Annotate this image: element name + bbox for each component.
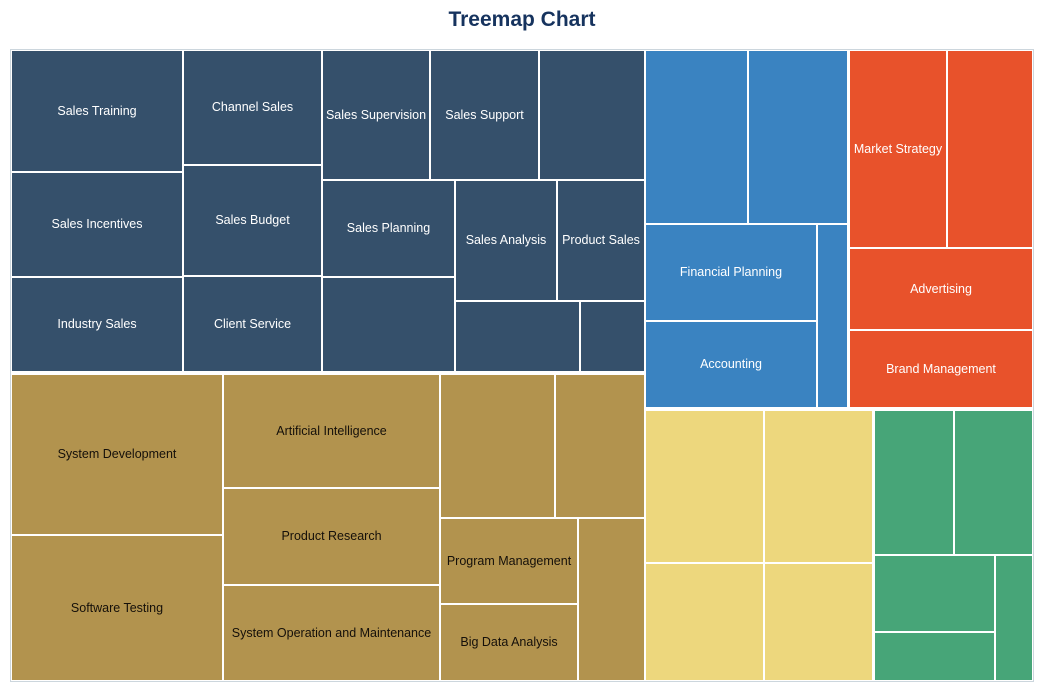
treemap-cell-finance[interactable] [817, 224, 848, 408]
treemap-cell-accounting[interactable]: Accounting [645, 321, 817, 408]
treemap-cell-software-testing[interactable]: Software Testing [11, 535, 223, 681]
treemap-cell-development[interactable] [555, 374, 645, 518]
treemap-cell-label: Big Data Analysis [460, 635, 558, 650]
treemap-cell-yellow-group[interactable] [645, 563, 764, 681]
treemap-cell-market-strategy[interactable]: Market Strategy [849, 50, 947, 248]
treemap-cell-sales[interactable] [455, 301, 580, 372]
treemap-cell-label: Financial Planning [679, 265, 783, 280]
treemap-cell-brand-management[interactable]: Brand Management [849, 330, 1033, 408]
treemap-cell-artificial-intelligence[interactable]: Artificial Intelligence [223, 374, 440, 488]
treemap-cell-label: Channel Sales [211, 100, 294, 115]
treemap-cell-development[interactable] [578, 518, 645, 681]
treemap-cell-financial-planning[interactable]: Financial Planning [645, 224, 817, 321]
treemap-cell-green-group[interactable] [995, 555, 1033, 681]
treemap-cell-label: Sales Budget [215, 213, 290, 228]
treemap-cell-label: Product Research [281, 529, 382, 544]
treemap-cell-label: Sales Training [57, 103, 137, 118]
treemap-cell-sales[interactable] [539, 50, 645, 180]
treemap-cell-label: Advertising [910, 281, 972, 296]
treemap-cell-green-group[interactable] [874, 555, 995, 632]
treemap-plot: Sales Training Channel Sales Sales Supervi… [10, 49, 1034, 682]
treemap-cell-system-operation-and-maintenance[interactable]: System Operation and Maintenance [223, 585, 440, 681]
treemap-cell-sales[interactable] [580, 301, 645, 372]
treemap-cell-label: Program Management [446, 553, 572, 568]
treemap-cell-label: System Development [57, 447, 177, 462]
treemap-cell-yellow-group[interactable] [764, 410, 873, 563]
treemap-cell-label: Sales Incentives [51, 217, 143, 232]
treemap-cell-sales-support[interactable]: Sales Support [430, 50, 539, 180]
treemap-cell-sales-analysis[interactable]: Sales Analysis [455, 180, 557, 301]
treemap-cell-label: Sales Planning [346, 221, 431, 236]
treemap-cell-label: Accounting [700, 357, 762, 372]
chart-title: Treemap Chart [448, 8, 596, 31]
treemap-cell-finance[interactable] [748, 50, 848, 224]
treemap-cell-sales-training[interactable]: Sales Training [11, 50, 183, 172]
treemap-cell-sales[interactable] [322, 277, 455, 372]
treemap-cell-system-development[interactable]: System Development [11, 374, 223, 535]
treemap-cell-yellow-group[interactable] [764, 563, 873, 681]
treemap-cell-green-group[interactable] [874, 410, 954, 555]
treemap-cell-label: System Operation and Maintenance [231, 625, 432, 640]
treemap-cell-yellow-group[interactable] [645, 410, 764, 563]
treemap-cell-label: Client Service [213, 316, 292, 331]
treemap-cell-client-service[interactable]: Client Service [183, 276, 322, 372]
treemap-cell-development[interactable] [440, 374, 555, 518]
treemap-cell-label: Sales Support [445, 107, 524, 122]
treemap-cell-channel-sales[interactable]: Channel Sales [183, 50, 322, 165]
treemap-cell-program-management[interactable]: Program Management [440, 518, 578, 604]
treemap-cell-label: Product Sales [562, 233, 640, 248]
treemap-cell-label: Market Strategy [853, 141, 943, 156]
treemap-cell-finance[interactable] [645, 50, 748, 224]
treemap-cell-label: Sales Analysis [465, 233, 547, 248]
treemap-cell-industry-sales[interactable]: Industry Sales [11, 277, 183, 372]
treemap-cell-sales-supervision[interactable]: Sales Supervision [322, 50, 430, 180]
treemap-cell-big-data-analysis[interactable]: Big Data Analysis [440, 604, 578, 681]
treemap-cell-label: Software Testing [70, 600, 164, 615]
treemap-cell-sales-incentives[interactable]: Sales Incentives [11, 172, 183, 277]
treemap-cell-label: Artificial Intelligence [276, 423, 387, 438]
treemap-cell-sales-planning[interactable]: Sales Planning [322, 180, 455, 277]
treemap-cell-green-group[interactable] [874, 632, 995, 681]
treemap-cell-label: Industry Sales [57, 317, 137, 332]
treemap-cell-label: Sales Supervision [325, 107, 427, 122]
treemap-cell-product-research[interactable]: Product Research [223, 488, 440, 585]
treemap-cell-advertising[interactable]: Advertising [849, 248, 1033, 330]
treemap-cell-label: Brand Management [886, 361, 996, 376]
treemap-cell-green-group[interactable] [954, 410, 1033, 555]
treemap-cell-marketing[interactable] [947, 50, 1033, 248]
treemap-cell-sales-budget[interactable]: Sales Budget [183, 165, 322, 276]
treemap-cell-product-sales[interactable]: Product Sales [557, 180, 645, 301]
